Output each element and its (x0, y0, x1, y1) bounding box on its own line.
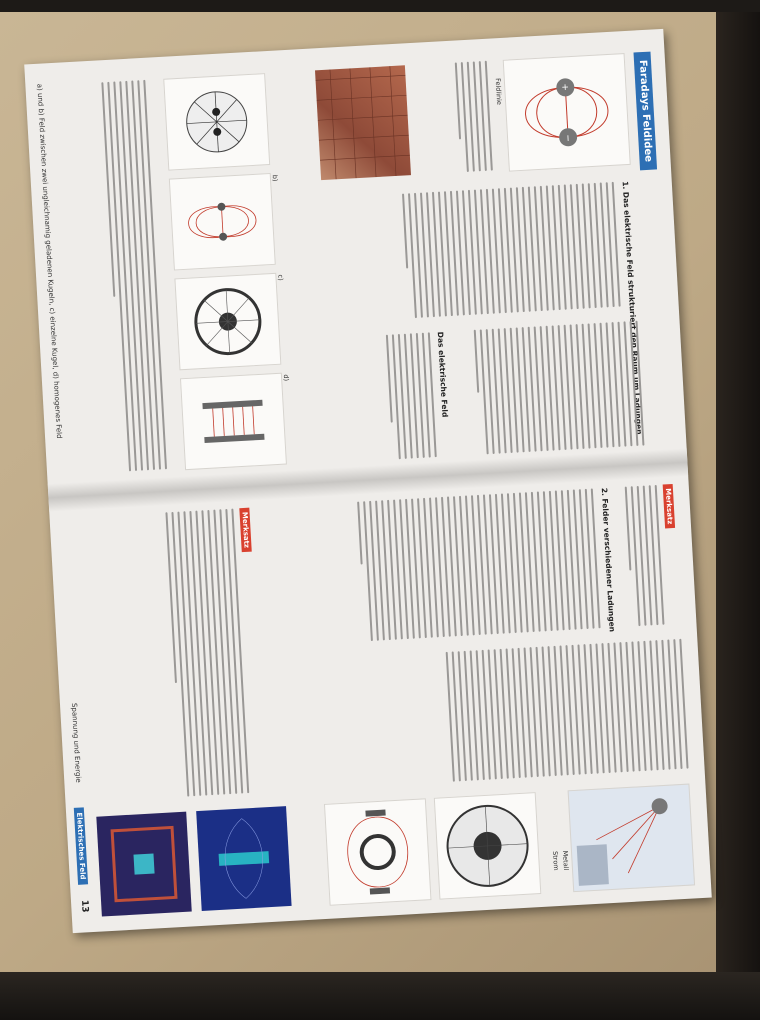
field-pattern-a (163, 73, 271, 171)
text-column-bottom (97, 79, 168, 472)
left-page: Faradays Feldidee + − Feldl (24, 29, 687, 499)
page-title: Faradays Feldidee (633, 51, 658, 171)
printed-double-page: Faradays Feldidee + − Feldl (24, 28, 712, 934)
field-pattern-d (179, 372, 287, 471)
text-column-r1 (353, 488, 601, 642)
floor-shadow (0, 972, 760, 1020)
field-simulation-b (96, 811, 192, 917)
text-column-r2 (442, 638, 689, 782)
text-column-3 (470, 320, 645, 455)
field-line-label: Feldlinie (493, 77, 504, 106)
field-pattern-c (174, 272, 282, 371)
svg-text:−: − (562, 134, 572, 142)
metal-charge-figure (567, 783, 696, 893)
text-column-3b (382, 332, 437, 460)
copper-plate-photo (314, 65, 411, 181)
text-column-r3 (161, 508, 250, 798)
svg-text:+: + (559, 83, 569, 91)
sub-heading: Das elektrische Feld (435, 331, 450, 418)
section-2-heading: 2. Felder verschiedener Ladungen (599, 487, 617, 633)
merksatz-text (621, 484, 665, 627)
right-footer-text: Spannung und Energie (69, 702, 83, 783)
chapter-tag: Elektrisches Feld (73, 807, 89, 885)
metall-label: Metall (560, 850, 571, 871)
field-pattern-b (168, 172, 276, 271)
page-content: Faradays Feldidee + − Feldl (24, 29, 712, 933)
edge-shadow (716, 12, 760, 1020)
field-lines-figure: + − (502, 53, 631, 172)
field-simulation-a (196, 806, 292, 911)
caption-b: b) (270, 174, 280, 182)
caption-c: c) (276, 274, 285, 281)
caption-d: d) (281, 374, 291, 382)
ring-field-figure (323, 798, 432, 906)
strom-label: Strom (550, 850, 561, 871)
merksatz-tag: Merksatz (662, 483, 676, 529)
text-column-1 (451, 60, 493, 173)
text-column-2 (398, 181, 621, 319)
circular-electrode-figure (433, 792, 542, 900)
merksatz-tag-2: Merksatz (239, 507, 252, 553)
page-number: 13 (78, 899, 90, 913)
right-page: Merksatz 2. Felder verschiedener Ladunge… (48, 463, 711, 933)
